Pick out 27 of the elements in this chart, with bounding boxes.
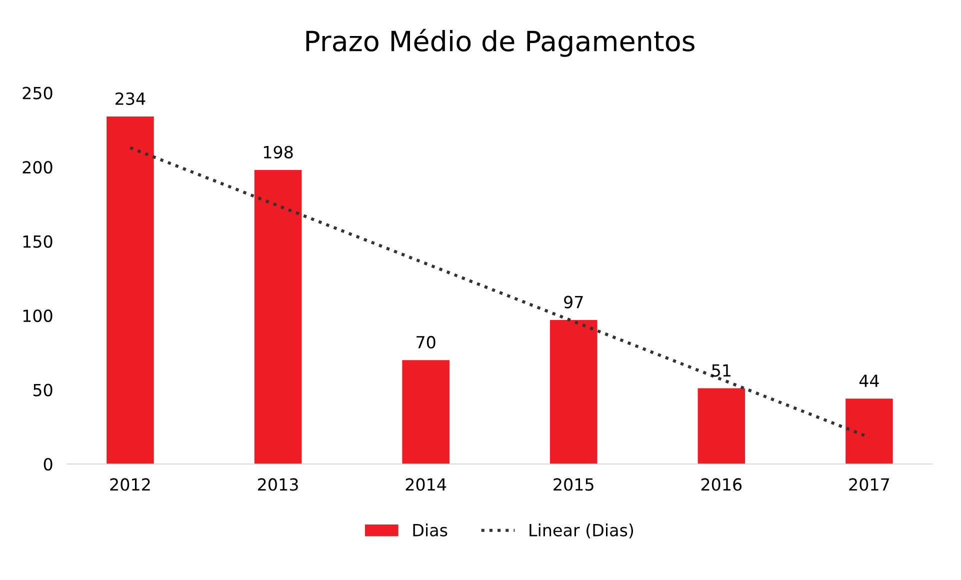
data-label: 70 [416, 336, 436, 348]
bar [254, 170, 302, 464]
y-tick-label: 100 [23, 309, 52, 322]
bar [846, 398, 893, 464]
y-tick-label: 0 [44, 458, 52, 471]
legend-label: Linear (Dias) [530, 524, 634, 538]
data-label: 198 [264, 146, 293, 158]
x-tick-label: 2017 [849, 478, 889, 491]
y-tick-label: 150 [23, 235, 52, 248]
y-tick-label: 200 [22, 161, 52, 174]
chart-title: Prazo Médio de Pagamentos [306, 28, 694, 57]
data-label: 44 [859, 374, 879, 387]
bar [698, 388, 746, 464]
x-tick-label: 2013 [258, 478, 298, 491]
bar [106, 116, 154, 464]
bar [402, 360, 450, 464]
bar [550, 320, 598, 464]
x-tick-label: 2012 [110, 478, 150, 491]
x-tick-label: 2016 [701, 478, 742, 491]
x-tick-label: 2015 [554, 478, 594, 491]
data-label: 51 [712, 364, 730, 377]
y-tick-label: 250 [22, 86, 52, 100]
data-label: 97 [564, 296, 583, 308]
data-label: 234 [116, 92, 146, 105]
x-tick-label: 2014 [406, 478, 446, 491]
legend-label: Dias [413, 524, 448, 536]
y-tick-label: 50 [33, 384, 52, 396]
